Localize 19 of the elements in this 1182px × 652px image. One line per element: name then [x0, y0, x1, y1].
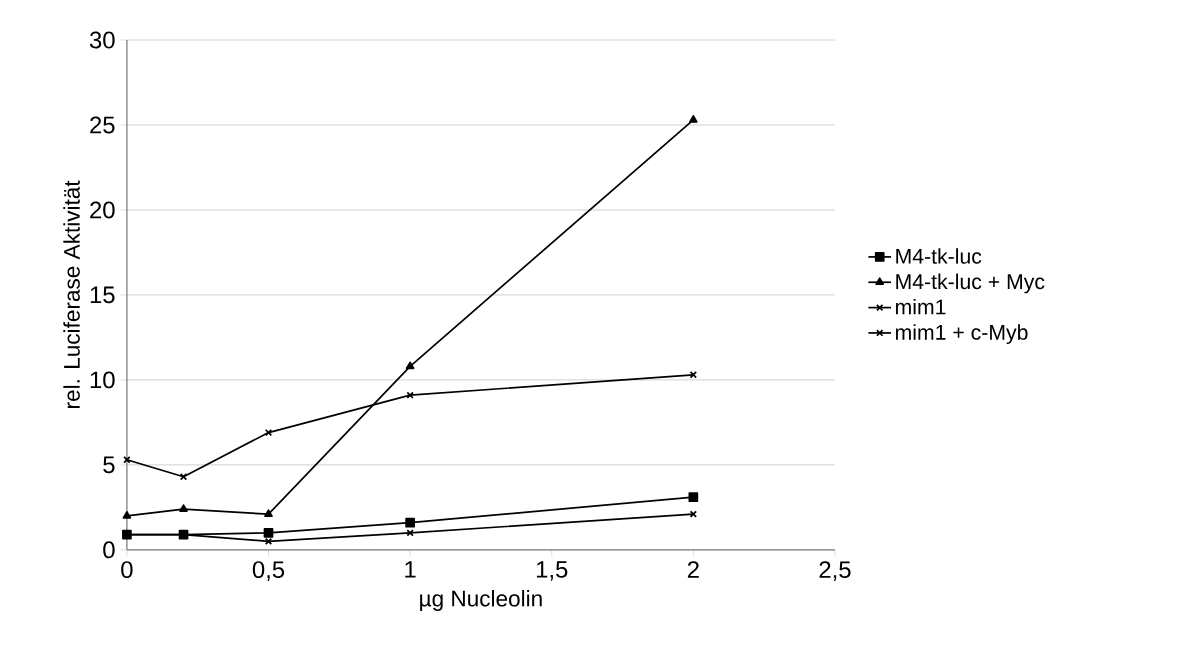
x-tick-label: 2,5: [819, 561, 851, 581]
x-tick-label: 2: [687, 561, 699, 578]
x-tick-label: 0: [121, 561, 133, 578]
x-tick-label: 1: [405, 561, 416, 578]
y-tick-label: 0: [103, 541, 115, 559]
x-tick-label: 1,5: [536, 561, 568, 581]
legend-label: mim1: [895, 298, 946, 315]
y-tick-label: 30: [89, 31, 115, 49]
legend-label: M4-tk-luc: [896, 248, 982, 264]
y-tick-label: 15: [90, 286, 115, 304]
x-axis-title: µg Nucleolin: [420, 589, 542, 611]
x-tick-label: 0,5: [252, 561, 285, 581]
y-axis-title: rel. Luciferase Aktivität: [63, 180, 80, 408]
y-tick-label: 25: [90, 116, 115, 134]
legend-label: mim1 + c-Myb: [895, 324, 1028, 344]
y-tick-label: 20: [90, 201, 115, 219]
legend-label: M4-tk-luc + Myc: [896, 273, 1045, 294]
y-tick-label: 10: [90, 371, 115, 389]
y-tick-label: 5: [103, 456, 115, 474]
